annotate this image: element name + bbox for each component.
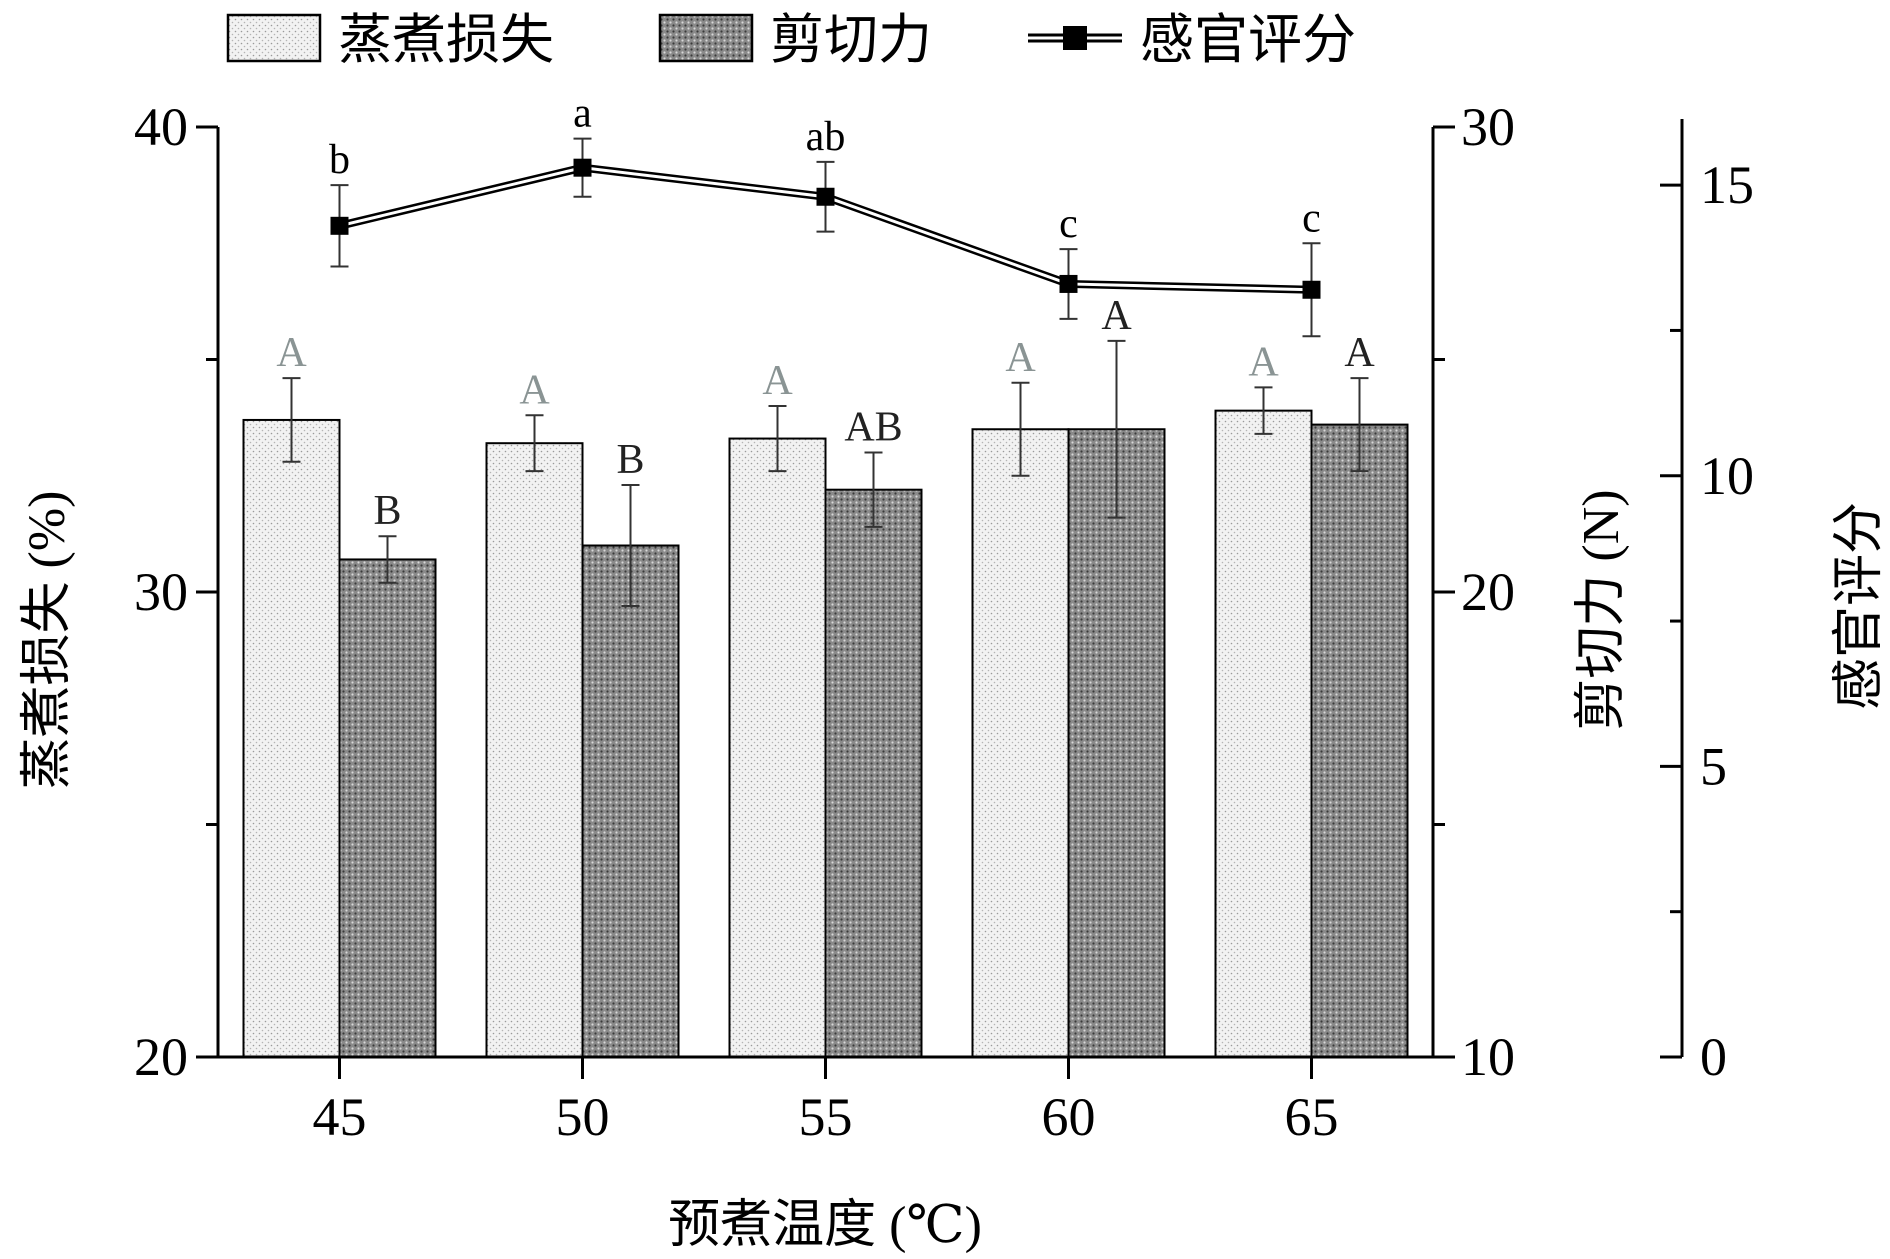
bar-label-45: B xyxy=(373,488,401,534)
x-tick-label: 65 xyxy=(1285,1087,1339,1147)
point-label-45: b xyxy=(329,137,350,183)
sensory-score-point-65 xyxy=(1302,280,1321,299)
x-axis-title: 预煮温度 (℃) xyxy=(668,1197,982,1254)
bar-shear-force-45 xyxy=(338,558,437,1058)
bar-label-50: A xyxy=(519,367,550,413)
right2-tick-label: 0 xyxy=(1700,1027,1727,1087)
bar-label-45: A xyxy=(276,330,307,376)
x-tick-label: 45 xyxy=(313,1087,367,1147)
right-tick-label: 20 xyxy=(1461,562,1515,622)
bar-shear-force-65 xyxy=(1310,423,1409,1059)
bar-cooking-loss-65 xyxy=(1214,409,1313,1058)
bar-shear-force-50 xyxy=(581,544,680,1058)
bar-label-55: AB xyxy=(844,405,902,451)
bar-label-65: A xyxy=(1344,330,1375,376)
right-axis-title: 剪切力 (N) xyxy=(1573,489,1630,730)
left-tick-label: 30 xyxy=(134,562,188,622)
left-tick-label: 20 xyxy=(134,1027,188,1087)
legend-label-cooking-loss: 蒸煮损失 xyxy=(338,10,554,70)
point-label-50: a xyxy=(573,91,592,137)
sensory-score-point-45 xyxy=(330,216,349,235)
point-label-55: ab xyxy=(806,114,846,160)
bar-cooking-loss-60 xyxy=(971,428,1070,1058)
x-tick-label: 60 xyxy=(1042,1087,1096,1147)
point-label-65: c xyxy=(1302,195,1321,241)
legend-swatch-cooking-loss xyxy=(226,13,322,63)
bar-label-55: A xyxy=(762,358,793,404)
right-tick-label: 10 xyxy=(1461,1027,1515,1087)
bar-cooking-loss-45 xyxy=(242,418,341,1058)
right2-axis-title: 感官评分 xyxy=(1831,502,1888,710)
bar-label-60: A xyxy=(1005,335,1036,381)
x-tick-label: 50 xyxy=(556,1087,610,1147)
right2-tick-label: 10 xyxy=(1700,446,1754,506)
bar-shear-force-60 xyxy=(1067,428,1166,1058)
legend-label-shear-force: 剪切力 xyxy=(770,10,932,70)
bar-label-50: B xyxy=(616,437,644,483)
sensory-score-point-60 xyxy=(1059,274,1078,293)
legend: 蒸煮损失 剪切力 感官评分 xyxy=(226,10,1356,70)
legend-swatch-sensory-score xyxy=(1028,26,1122,50)
left-tick-label: 40 xyxy=(134,97,188,157)
x-tick-label: 55 xyxy=(799,1087,853,1147)
bar-cooking-loss-50 xyxy=(485,442,584,1058)
legend-swatch-shear-force xyxy=(658,13,754,63)
right-tick-label: 30 xyxy=(1461,97,1515,157)
bar-shear-force-55 xyxy=(824,488,923,1058)
sensory-score-point-50 xyxy=(573,158,592,177)
sensory-score-point-55 xyxy=(816,187,835,206)
point-label-60: c xyxy=(1059,201,1078,247)
bar-label-60: A xyxy=(1101,293,1132,339)
right2-tick-label: 5 xyxy=(1700,736,1727,796)
left-axis-title: 蒸煮损失 (%) xyxy=(19,491,76,790)
bar-cooking-loss-55 xyxy=(728,437,827,1058)
bar-label-65: A xyxy=(1248,339,1279,385)
right2-tick-label: 15 xyxy=(1700,155,1754,215)
legend-label-sensory-score: 感官评分 xyxy=(1140,10,1356,70)
